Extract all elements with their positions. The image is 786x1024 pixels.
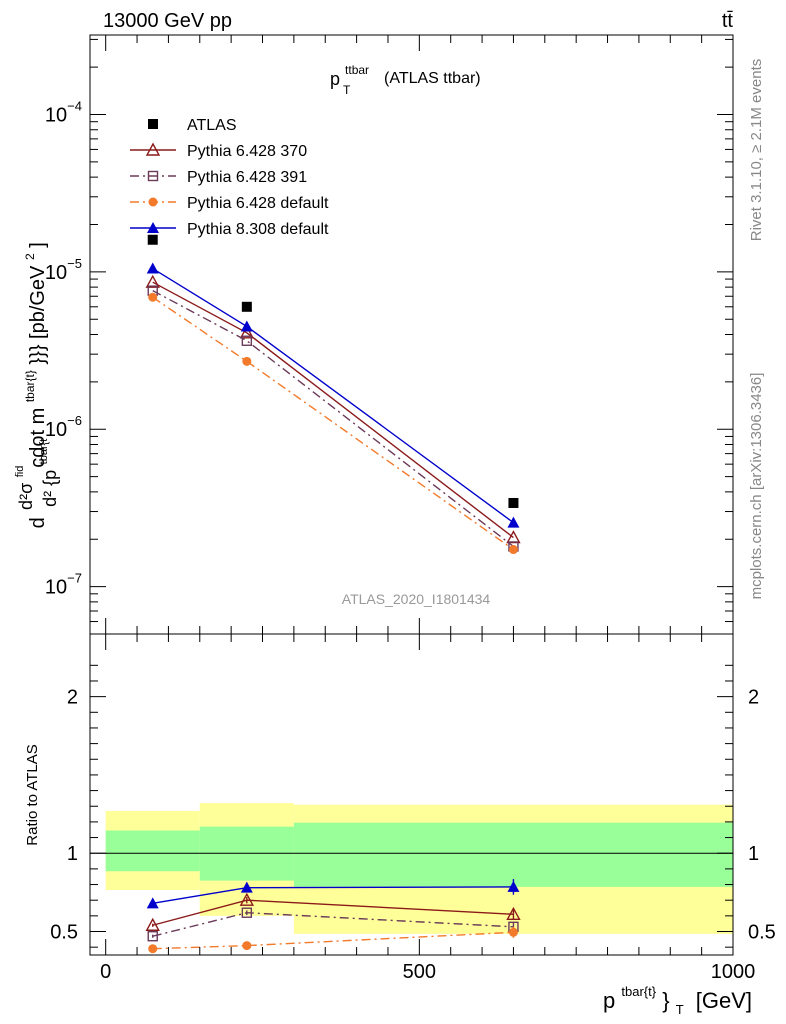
ratio-plot-area <box>90 803 733 954</box>
data-point-pythia-6-428-370 <box>239 325 255 339</box>
ylabel-den: d² {p <box>40 470 60 507</box>
data-point-pythia-8-308-default <box>240 320 253 332</box>
main-title-sup: ttbar <box>345 63 369 77</box>
ylabel-end: ] <box>27 242 49 248</box>
data-point-pythia-8-308-default <box>507 516 520 528</box>
ratio-xtick-label: 500 <box>403 961 436 983</box>
ylabel-tail-sup: 2 <box>23 253 37 260</box>
stat-uncertainty-band <box>105 830 200 872</box>
ratio-xlabel: p tbar{t} } T [GeV] <box>603 976 752 1019</box>
xlabel-sup: tbar{t} <box>621 984 656 999</box>
ratio-panel: 0.5 0.5 1 1 2 2 0 500 1000 Ratio to ATLAS p tbar… <box>24 633 776 1019</box>
main-ytick-label: 10−4 <box>45 98 82 126</box>
stat-uncertainty-band <box>293 822 733 887</box>
ratio-point-pythia-8-308-default <box>240 881 253 893</box>
rivet-version-label: Rivet 3.1.10, ≥ 2.1M events <box>748 59 765 242</box>
ylabel-num: d²σ <box>16 483 36 510</box>
ratio-ytick-label: 2 <box>67 687 78 709</box>
main-title-suffix: (ATLAS ttbar) <box>384 70 481 87</box>
legend-label-pythia-6-428-default: Pythia 6.428 default <box>187 195 329 212</box>
main-ytick-label: 10−5 <box>45 256 82 284</box>
xlabel-unit: [GeV] <box>696 988 752 1013</box>
data-point-pythia-8-308-default <box>146 262 159 274</box>
legend-marker-pythia-8-308-default <box>147 222 159 233</box>
main-title-sub: T <box>343 83 351 97</box>
legend-label-pythia-6-428-370: Pythia 6.428 370 <box>187 143 307 160</box>
ratio-line-pythia-6-428-default <box>152 931 514 950</box>
series-line-pythia-6-428-370 <box>152 281 514 539</box>
ratio-ylabel: Ratio to ATLAS <box>24 744 41 845</box>
svg-text:d d²σ fid: d d²σ fid d² {p tbar{t cdot m tbar{t} }}… <box>6 242 61 528</box>
series-line-pythia-8-308-default <box>152 267 514 524</box>
main-ytick-label: 10−7 <box>45 571 82 599</box>
ratio-point-pythia-8-308-default <box>507 880 520 892</box>
ylabel-rest-sup: tbar{t} <box>23 370 37 402</box>
data-point-pythia-6-428-default <box>148 292 158 302</box>
data-point-pythia-6-428-391 <box>241 335 253 346</box>
ratio-point-pythia-6-428-370 <box>145 917 160 931</box>
ratio-point-pythia-6-428-391 <box>241 907 253 918</box>
ratio-axis-ticks: 0.5 0.5 1 1 2 2 0 500 1000 <box>50 634 776 983</box>
energy-label: 13000 GeV pp <box>103 10 232 32</box>
ylabel-tail: }}} [pb/GeV <box>27 265 49 365</box>
main-title: p ttbar T (ATLAS ttbar) <box>330 58 481 98</box>
data-point-atlas <box>147 234 158 245</box>
xlabel-sub: T <box>676 1002 684 1017</box>
ratio-point-pythia-6-428-370 <box>506 906 521 920</box>
ratio-point-pythia-6-428-default <box>242 941 252 951</box>
ratio-point-pythia-8-308-default <box>146 897 159 909</box>
ratio-point-pythia-6-428-default <box>508 927 518 937</box>
analysis-watermark: ATLAS_2020_I1801434 <box>342 591 491 607</box>
ratio-point-pythia-6-428-370 <box>239 892 255 906</box>
main-panel: 10−7 10−6 10−5 10−4 p ttbar T (ATLAS ttbar)… <box>6 34 734 635</box>
ylabel-rest: cdot m <box>27 408 49 468</box>
legend-label-atlas: ATLAS <box>187 117 237 134</box>
ratio-xtick-label: 1000 <box>711 961 756 983</box>
legend: ATLAS Pythia 6.428 370 Pythia 6.428 391 Pyt… <box>130 117 329 238</box>
data-point-atlas <box>241 301 252 312</box>
source-label: mcplots.cern.ch [arXiv:1306.3436] <box>748 373 765 600</box>
main-title-main: p <box>330 69 340 89</box>
data-point-pythia-6-428-default <box>242 356 252 366</box>
ylabel-num-sup: fid <box>14 466 26 478</box>
legend-marker-pythia-6-428-370 <box>145 142 161 156</box>
ylabel-d: d <box>27 517 49 528</box>
process-label: tt̄ <box>722 10 734 32</box>
xlabel-mid: } <box>662 988 669 1013</box>
legend-label-pythia-8-308-default: Pythia 8.308 default <box>187 221 329 238</box>
ratio-ytick-label: 1 <box>67 843 78 865</box>
ratio-point-pythia-6-428-default <box>148 944 158 954</box>
main-plot-area <box>145 234 521 555</box>
data-point-atlas <box>508 497 519 508</box>
ratio-xtick-label: 0 <box>100 961 111 983</box>
legend-label-pythia-6-428-391: Pythia 6.428 391 <box>187 169 307 186</box>
ratio-ytick-label: 0.5 <box>50 922 78 944</box>
main-ytick-label: 10−6 <box>45 413 82 441</box>
ratio-ytick-label-right: 1 <box>748 843 759 865</box>
xlabel-main: p <box>603 988 615 1013</box>
ratio-ytick-label-right: 2 <box>748 687 759 709</box>
ratio-frame <box>89 633 734 956</box>
ylabel-den-sup: tbar{t <box>38 439 50 465</box>
legend-marker-atlas <box>148 119 158 129</box>
ratio-ytick-label-right: 0.5 <box>748 922 776 944</box>
series-line-pythia-6-428-391 <box>152 290 514 548</box>
legend-marker-pythia-6-428-391 <box>147 170 159 182</box>
main-ylabel: d d²σ fid d² {p tbar{t cdot m tbar{t} }}… <box>6 242 61 528</box>
data-point-pythia-6-428-default <box>508 545 518 555</box>
series-line-pythia-6-428-default <box>152 296 514 551</box>
ratio-point-pythia-6-428-391 <box>147 931 158 942</box>
main-axis-ticks: 10−7 10−6 10−5 10−4 <box>45 35 734 635</box>
data-point-pythia-6-428-370 <box>145 274 160 288</box>
legend-marker-pythia-6-428-default <box>148 197 158 207</box>
